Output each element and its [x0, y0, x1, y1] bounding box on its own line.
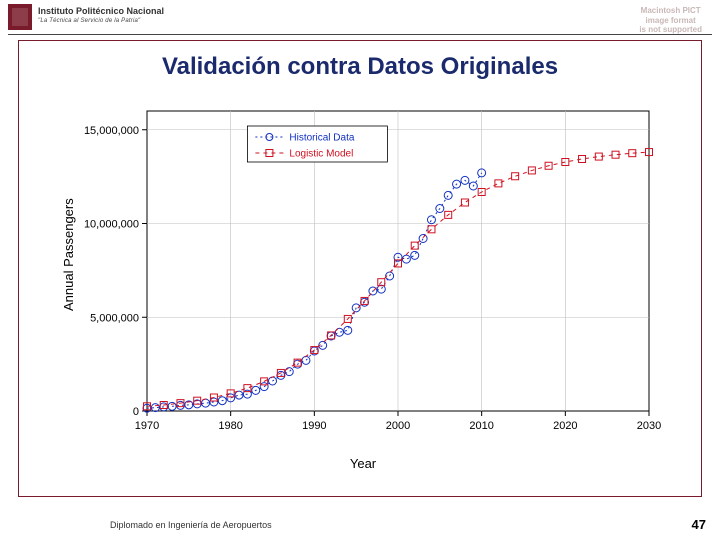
slide-title: Validación contra Datos Originales: [19, 53, 701, 81]
slide-frame: Validación contra Datos Originales Annua…: [18, 40, 702, 497]
page-number: 47: [692, 517, 706, 532]
svg-text:2030: 2030: [637, 420, 661, 432]
y-axis-label: Annual Passengers: [61, 198, 76, 311]
svg-text:2000: 2000: [386, 420, 410, 432]
institution-name: Instituto Politécnico Nacional: [38, 6, 164, 16]
svg-text:5,000,000: 5,000,000: [90, 312, 139, 324]
svg-text:2020: 2020: [553, 420, 577, 432]
x-axis-label: Year: [63, 456, 663, 471]
svg-text:1980: 1980: [218, 420, 242, 432]
footer-text: Diplomado en Ingeniería de Aeropuertos: [110, 520, 272, 530]
institution-subtitle: "La Técnica al Servicio de la Patria": [38, 18, 140, 24]
pict-watermark: Macintosh PICT image format is not suppo…: [639, 6, 702, 35]
svg-text:0: 0: [133, 406, 139, 418]
svg-text:15,000,000: 15,000,000: [84, 125, 139, 137]
svg-text:1970: 1970: [135, 420, 159, 432]
svg-text:1990: 1990: [302, 420, 326, 432]
header-rule: [8, 34, 712, 35]
chart-container: Annual Passengers 1970 1980 1990 2000 2010 20…: [63, 101, 663, 471]
svg-text:10,000,000: 10,000,000: [84, 219, 139, 231]
passengers-chart: 1970 1980 1990 2000 2010 2020 2030 0 5,000,000 10…: [63, 101, 663, 441]
svg-text:Logistic Model: Logistic Model: [289, 149, 353, 160]
ipn-logo: [8, 4, 32, 30]
svg-text:Historical Data: Historical Data: [289, 133, 354, 144]
svg-text:2010: 2010: [469, 420, 493, 432]
